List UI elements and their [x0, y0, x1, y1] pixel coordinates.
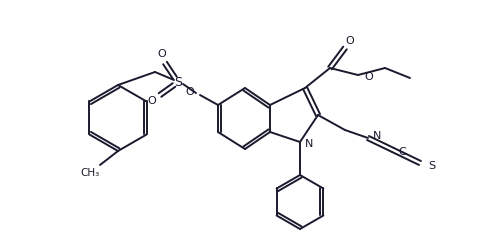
- Text: CH₃: CH₃: [80, 168, 100, 178]
- Text: O: O: [363, 72, 372, 82]
- Text: S: S: [174, 75, 182, 88]
- Text: N: N: [372, 131, 381, 141]
- Text: N: N: [305, 139, 313, 149]
- Text: S: S: [427, 161, 434, 171]
- Text: O: O: [345, 36, 354, 46]
- Text: O: O: [147, 96, 156, 106]
- Text: O: O: [185, 87, 194, 97]
- Text: O: O: [157, 49, 166, 59]
- Text: C: C: [397, 147, 405, 157]
